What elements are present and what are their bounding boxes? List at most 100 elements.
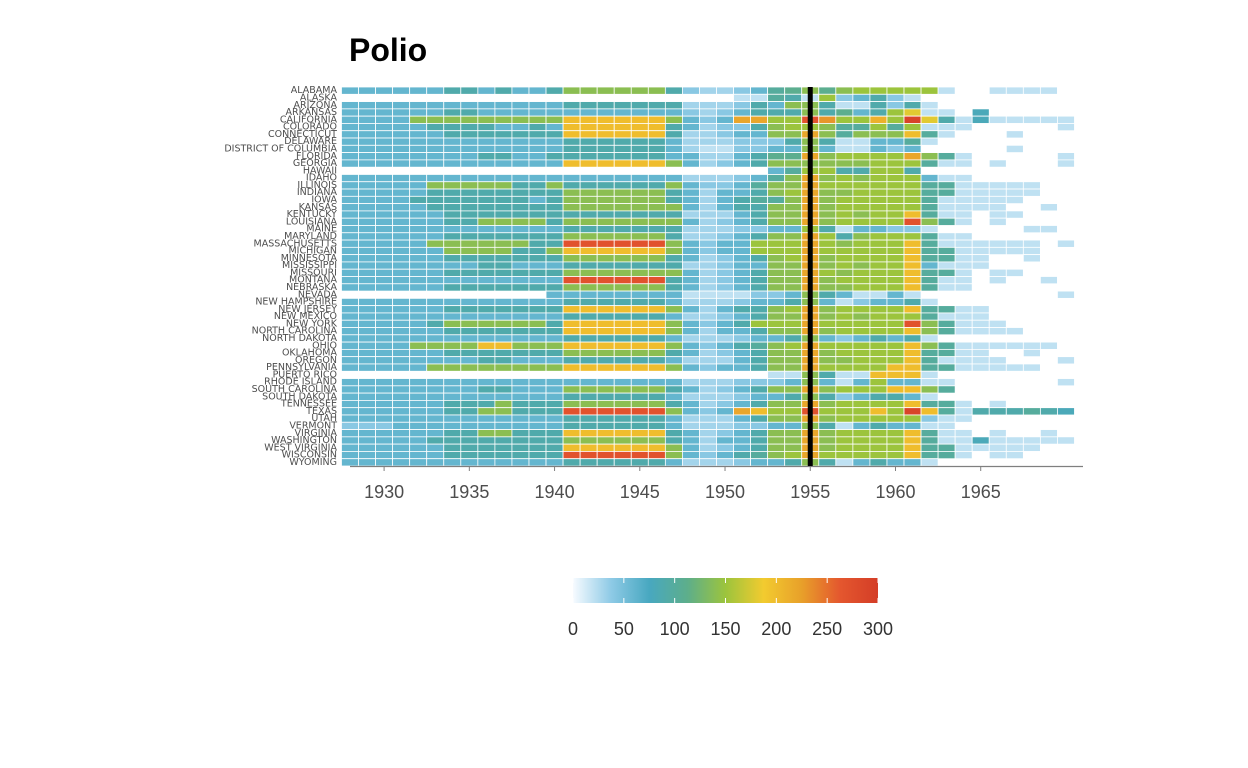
heatmap-cell — [903, 166, 922, 175]
heatmap-cell — [818, 239, 837, 248]
heatmap-cell — [511, 254, 530, 263]
heatmap-cell — [767, 378, 786, 387]
heatmap-cell — [869, 86, 888, 95]
heatmap-cell — [818, 137, 837, 146]
heatmap-cell — [358, 356, 376, 365]
heatmap-cell — [511, 443, 530, 452]
heatmap-cell — [920, 152, 939, 161]
heatmap-cell — [579, 246, 598, 256]
heatmap-cell — [477, 414, 496, 423]
heatmap-cell — [477, 436, 496, 445]
heatmap-cell — [341, 195, 359, 205]
heatmap-cell — [835, 429, 854, 438]
heatmap-cell — [562, 239, 581, 248]
heatmap-cell — [409, 436, 428, 445]
heatmap-cell — [375, 188, 394, 197]
heatmap-cell — [375, 276, 394, 285]
heatmap-cell — [511, 414, 530, 423]
heatmap-cell — [528, 225, 547, 234]
heatmap-cell — [937, 115, 956, 124]
heatmap-cell — [596, 225, 615, 234]
heatmap-cell — [716, 276, 734, 285]
heatmap-cell — [460, 239, 479, 248]
heatmap-cell — [835, 195, 854, 205]
heatmap-cell — [852, 341, 871, 350]
heatmap-cell — [528, 137, 547, 146]
heatmap-cell — [750, 239, 769, 248]
heatmap-cell — [920, 174, 939, 183]
state-label: WYOMING — [289, 457, 337, 468]
heatmap-cell — [954, 407, 973, 416]
heatmap-cell — [562, 297, 581, 307]
heatmap-cell — [852, 392, 871, 401]
x-axis: 1930 1935 1940 1945 1950 1955 1960 1965 — [350, 465, 1083, 502]
heatmap-cell — [733, 334, 751, 343]
heatmap-cell — [579, 210, 598, 219]
x-tick-label: 1950 — [705, 482, 745, 502]
heatmap-cell — [886, 93, 905, 102]
heatmap-cell — [716, 152, 734, 161]
heatmap-cell — [579, 363, 598, 372]
heatmap-cell — [443, 210, 462, 219]
heatmap-cell — [545, 451, 564, 460]
heatmap-cell — [409, 327, 428, 336]
heatmap-cell — [818, 115, 837, 124]
heatmap-cell — [937, 174, 956, 183]
heatmap-cell — [733, 429, 751, 438]
state-label: NORTH CAROLINA — [252, 326, 338, 337]
heatmap-cell — [767, 400, 786, 409]
heatmap-cell — [426, 334, 445, 343]
heatmap-cell — [409, 283, 428, 292]
heatmap-cell — [818, 159, 837, 168]
heatmap-cell — [971, 254, 990, 263]
heatmap-cell — [784, 261, 803, 270]
heatmap-cell — [784, 414, 803, 423]
heatmap-cell — [596, 414, 615, 423]
heatmap-cell — [835, 101, 854, 110]
heatmap-cell — [971, 239, 990, 248]
heatmap-cell — [835, 297, 854, 307]
heatmap-cell — [818, 93, 837, 102]
heatmap-cell — [579, 319, 598, 328]
heatmap-cell — [460, 159, 479, 168]
heatmap-cell — [733, 254, 751, 263]
heatmap-cell — [750, 356, 769, 365]
heatmap-cell — [937, 443, 956, 452]
heatmap-cell — [460, 137, 479, 146]
heatmap-cell — [341, 443, 359, 452]
heatmap-cell — [682, 378, 700, 387]
heatmap-cell — [954, 283, 973, 292]
heatmap-cell — [409, 115, 428, 124]
heatmap-cell — [358, 392, 376, 401]
heatmap-cell — [818, 86, 837, 95]
heatmap-cell — [903, 443, 922, 452]
heatmap-cell — [869, 188, 888, 197]
heatmap-cell — [937, 261, 956, 270]
heatmap-cell — [750, 407, 769, 416]
heatmap-cell — [784, 166, 803, 175]
heatmap-cell — [358, 421, 376, 430]
heatmap-cell — [511, 144, 530, 153]
state-label: WISCONSIN — [282, 450, 337, 461]
heatmap-cell — [920, 312, 939, 321]
heatmap-cell — [443, 254, 462, 263]
heatmap-cell — [562, 312, 581, 321]
heatmap-cell — [750, 86, 769, 95]
heatmap-cell — [460, 458, 479, 467]
heatmap-cell — [494, 123, 513, 132]
state-label: SOUTH CAROLINA — [252, 384, 338, 395]
heatmap-cell — [988, 436, 1007, 445]
heatmap-cell — [937, 312, 956, 321]
heatmap-cell — [545, 385, 564, 394]
heatmap-cell — [375, 195, 394, 205]
heatmap-cell — [664, 108, 683, 117]
heatmap-cell — [852, 130, 871, 139]
state-label: UTAH — [311, 413, 337, 424]
heatmap-cell — [562, 458, 581, 467]
heatmap-cell — [733, 407, 751, 416]
heatmap-cell — [954, 261, 973, 270]
heatmap-cell — [954, 348, 973, 358]
heatmap-cell — [835, 319, 854, 328]
heatmap-cell — [494, 261, 513, 270]
heatmap-cell — [664, 356, 683, 365]
